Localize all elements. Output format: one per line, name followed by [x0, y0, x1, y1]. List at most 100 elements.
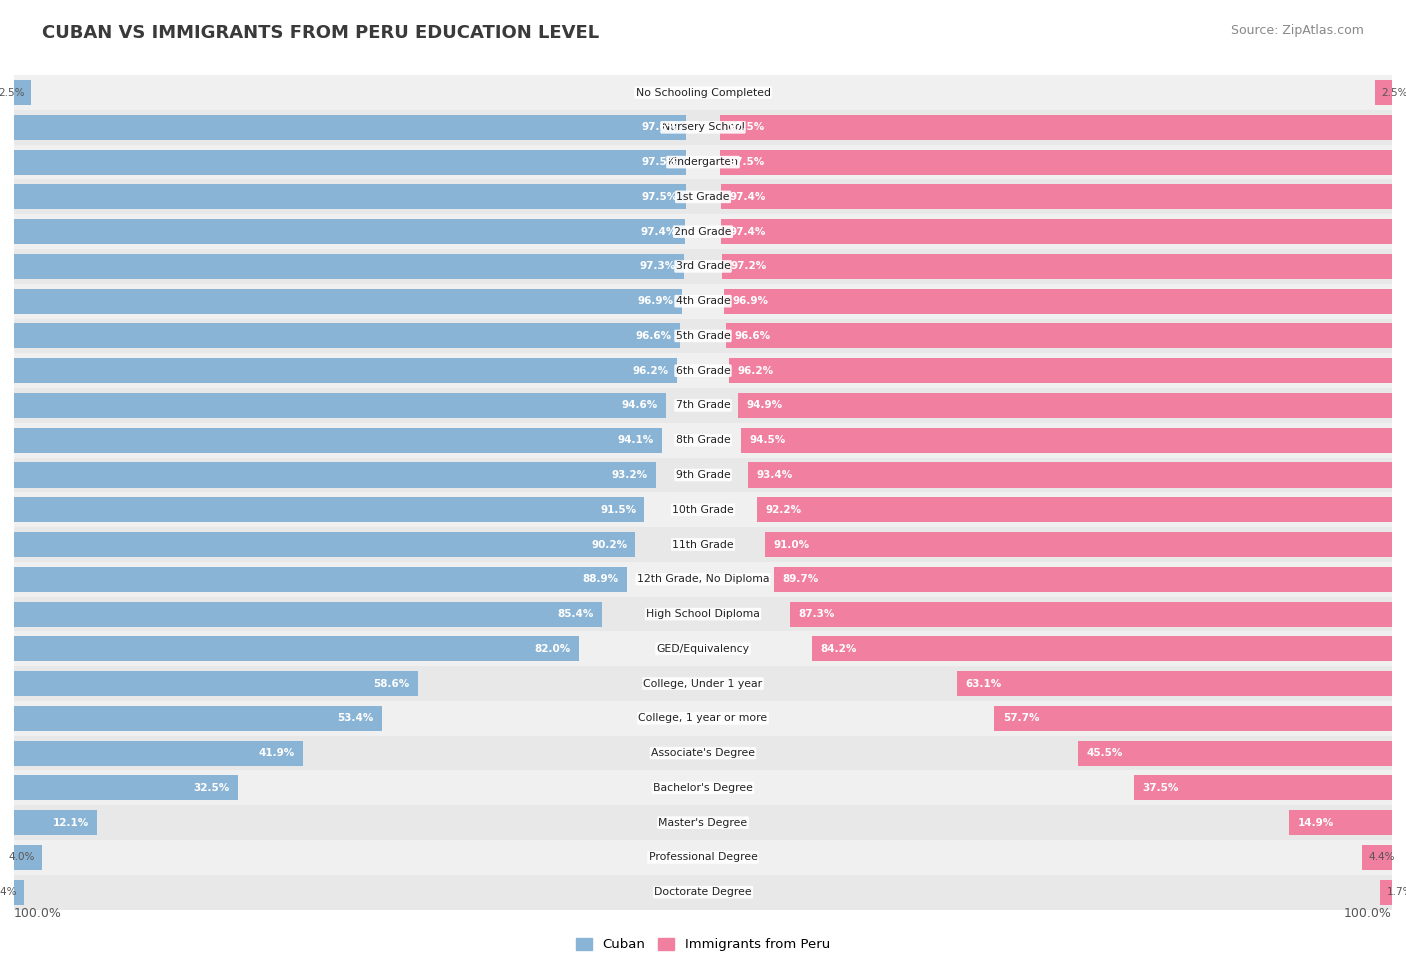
Text: 41.9%: 41.9%: [259, 748, 294, 759]
Text: 97.5%: 97.5%: [641, 192, 678, 202]
Text: Kindergarten: Kindergarten: [668, 157, 738, 167]
Text: 63.1%: 63.1%: [966, 679, 1001, 688]
Text: 57.7%: 57.7%: [1002, 714, 1039, 723]
Text: College, 1 year or more: College, 1 year or more: [638, 714, 768, 723]
Text: 2.5%: 2.5%: [0, 88, 24, 98]
Text: 11th Grade: 11th Grade: [672, 539, 734, 550]
Bar: [14, 527, 1392, 562]
Text: High School Diploma: High School Diploma: [647, 609, 759, 619]
Text: 92.2%: 92.2%: [765, 505, 801, 515]
Bar: [994, 706, 1392, 731]
Bar: [14, 324, 679, 348]
Bar: [14, 666, 1392, 701]
Bar: [14, 845, 42, 870]
Text: 91.5%: 91.5%: [600, 505, 636, 515]
Text: 100.0%: 100.0%: [14, 907, 62, 920]
Bar: [727, 324, 1392, 348]
Text: 96.2%: 96.2%: [738, 366, 773, 375]
Bar: [1289, 810, 1392, 836]
Text: 94.9%: 94.9%: [747, 401, 783, 410]
Bar: [14, 353, 1392, 388]
Text: GED/Equivalency: GED/Equivalency: [657, 644, 749, 654]
Bar: [14, 214, 1392, 249]
Text: 97.2%: 97.2%: [731, 261, 766, 271]
Text: 89.7%: 89.7%: [782, 574, 818, 584]
Bar: [738, 393, 1392, 418]
Bar: [14, 428, 662, 452]
Bar: [14, 249, 1392, 284]
Text: 100.0%: 100.0%: [1344, 907, 1392, 920]
Bar: [14, 637, 579, 661]
Text: 1.4%: 1.4%: [0, 887, 17, 897]
Bar: [14, 736, 1392, 770]
Bar: [756, 497, 1392, 523]
Bar: [14, 144, 1392, 179]
Bar: [14, 810, 97, 836]
Bar: [14, 423, 1392, 457]
Text: 14.9%: 14.9%: [1298, 818, 1334, 828]
Legend: Cuban, Immigrants from Peru: Cuban, Immigrants from Peru: [571, 932, 835, 956]
Text: 37.5%: 37.5%: [1142, 783, 1178, 793]
Bar: [1361, 845, 1392, 870]
Bar: [724, 289, 1392, 314]
Text: CUBAN VS IMMIGRANTS FROM PERU EDUCATION LEVEL: CUBAN VS IMMIGRANTS FROM PERU EDUCATION …: [42, 24, 599, 42]
Text: 94.1%: 94.1%: [617, 435, 654, 446]
Text: 12.1%: 12.1%: [53, 818, 89, 828]
Bar: [1078, 741, 1392, 765]
Bar: [14, 840, 1392, 875]
Bar: [14, 706, 382, 731]
Bar: [721, 219, 1392, 244]
Text: 90.2%: 90.2%: [591, 539, 627, 550]
Bar: [14, 879, 24, 905]
Bar: [14, 75, 1392, 110]
Bar: [14, 875, 1392, 910]
Text: Associate's Degree: Associate's Degree: [651, 748, 755, 759]
Text: 85.4%: 85.4%: [558, 609, 595, 619]
Bar: [1381, 879, 1392, 905]
Bar: [14, 254, 685, 279]
Bar: [14, 393, 666, 418]
Text: 97.5%: 97.5%: [641, 157, 678, 167]
Text: 94.5%: 94.5%: [749, 435, 786, 446]
Text: 6th Grade: 6th Grade: [676, 366, 730, 375]
Text: Nursery School: Nursery School: [662, 122, 744, 133]
Text: Bachelor's Degree: Bachelor's Degree: [652, 783, 754, 793]
Bar: [773, 566, 1392, 592]
Bar: [14, 566, 627, 592]
Bar: [730, 358, 1392, 383]
Bar: [14, 179, 1392, 214]
Bar: [723, 254, 1392, 279]
Text: 97.4%: 97.4%: [641, 226, 676, 237]
Text: 5th Grade: 5th Grade: [676, 331, 730, 341]
Bar: [14, 532, 636, 557]
Bar: [14, 388, 1392, 423]
Text: 96.9%: 96.9%: [637, 296, 673, 306]
Text: College, Under 1 year: College, Under 1 year: [644, 679, 762, 688]
Bar: [790, 602, 1392, 627]
Bar: [720, 149, 1392, 175]
Text: 97.4%: 97.4%: [730, 192, 765, 202]
Text: 7th Grade: 7th Grade: [676, 401, 730, 410]
Bar: [14, 289, 682, 314]
Bar: [14, 457, 1392, 492]
Bar: [741, 428, 1392, 452]
Text: 88.9%: 88.9%: [582, 574, 619, 584]
Bar: [14, 562, 1392, 597]
Text: 96.6%: 96.6%: [636, 331, 671, 341]
Text: No Schooling Completed: No Schooling Completed: [636, 88, 770, 98]
Text: 87.3%: 87.3%: [799, 609, 835, 619]
Bar: [720, 115, 1392, 139]
Text: 97.6%: 97.6%: [643, 122, 678, 133]
Text: 4.0%: 4.0%: [8, 852, 35, 863]
Bar: [14, 602, 602, 627]
Bar: [14, 184, 686, 210]
Text: 12th Grade, No Diploma: 12th Grade, No Diploma: [637, 574, 769, 584]
Text: 97.4%: 97.4%: [730, 226, 765, 237]
Bar: [14, 597, 1392, 632]
Text: 9th Grade: 9th Grade: [676, 470, 730, 480]
Bar: [811, 637, 1392, 661]
Text: 96.9%: 96.9%: [733, 296, 769, 306]
Bar: [14, 770, 1392, 805]
Text: 45.5%: 45.5%: [1087, 748, 1123, 759]
Text: 4.4%: 4.4%: [1368, 852, 1395, 863]
